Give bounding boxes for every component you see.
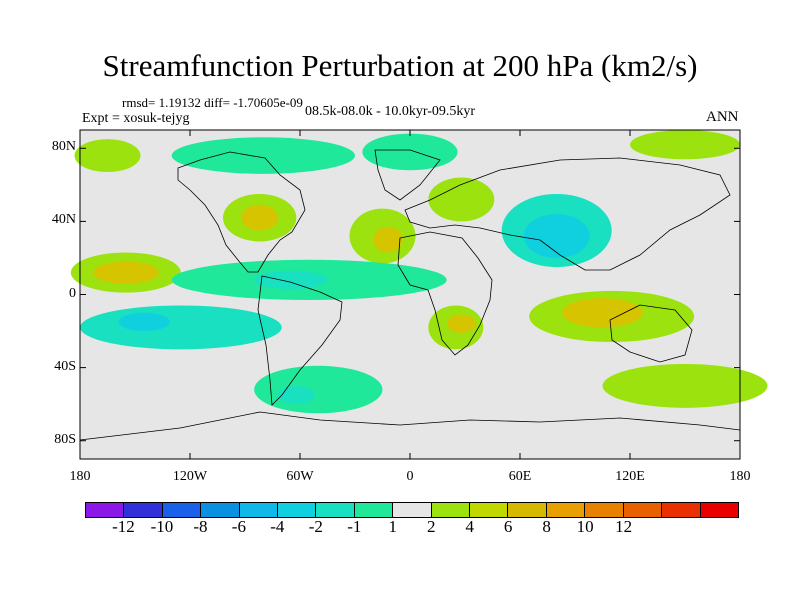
colorbar-swatch: [278, 503, 317, 517]
season-label: ANN: [706, 109, 739, 125]
anomaly-tropical-pacific-core: [92, 261, 159, 284]
colorbar-label: -2: [308, 517, 323, 536]
y-tick-label: 80N: [51, 139, 76, 155]
anomaly-greenland-negative: [362, 133, 458, 171]
colorbar-swatch: [86, 503, 125, 517]
colorbar-label: -8: [193, 517, 208, 536]
x-tick-label: 0: [406, 469, 414, 484]
x-tick-label: 120E: [615, 469, 645, 484]
anomaly-south-pacific-core: [118, 312, 170, 332]
colorbar-label: 12: [615, 517, 633, 536]
x-tick-label: 180: [729, 469, 751, 484]
colorbar-label: 10: [576, 517, 594, 536]
europe-asia-outline: [404, 157, 731, 271]
x-tick-label: 120W: [172, 469, 208, 484]
colorbar-swatch: [431, 503, 471, 517]
x-tick-label: 60W: [286, 469, 314, 484]
anomaly-central-asia-core: [523, 214, 590, 258]
colorbar-swatch: [201, 503, 240, 517]
period-label: 08.5k-08.0k - 10.0kyr-09.5kyr: [305, 104, 476, 119]
stats-text: rmsd= 1.19132 diff= -1.70605e-09: [122, 95, 303, 110]
coastlines: [79, 149, 741, 441]
anomaly-north-africa-core: [373, 226, 403, 253]
colorbar-swatch: [354, 503, 394, 517]
greenland-outline: [374, 149, 441, 201]
colorbar-swatch: [546, 503, 586, 517]
colorbar-label: -12: [112, 517, 135, 536]
colorbar-label: -4: [270, 517, 285, 536]
colorbar-swatch: [508, 503, 547, 517]
y-tick-label: 40S: [54, 358, 76, 374]
colorbar-swatch: [470, 503, 509, 517]
colorbar-swatch: [316, 503, 355, 517]
x-tick-label: 60E: [508, 469, 532, 484]
colorbar-swatch: [393, 503, 432, 517]
anomaly-ne-pacific-positive: [630, 130, 740, 160]
y-tick-label: 0: [69, 285, 76, 301]
anomaly-south-pacific-negative: [79, 305, 282, 350]
north-america-outline: [177, 151, 306, 273]
colorbar-swatch: [124, 503, 163, 517]
colorbar: [85, 502, 739, 518]
anomaly-southern-africa-core: [446, 314, 477, 333]
colorbar-swatch: [239, 503, 279, 517]
y-tick-label: 80S: [54, 431, 76, 447]
antarctica-outline: [79, 411, 741, 441]
south-america-outline: [257, 275, 343, 406]
anomaly-south-america-negative: [254, 365, 383, 414]
colorbar-label: 4: [465, 517, 474, 536]
x-tick-label: 180: [69, 469, 91, 484]
anomaly-arctic-canada-negative: [171, 137, 355, 174]
colorbar-label: -10: [150, 517, 174, 536]
anomaly-southern-ocean-positive: [602, 363, 768, 408]
plot-title: Streamfunction Perturbation at 200 hPa (…: [102, 48, 698, 83]
experiment-label: Expt = xosuk-tejyg: [82, 111, 190, 126]
africa-outline: [397, 231, 493, 356]
colorbar-label: -6: [231, 517, 246, 536]
anomaly-north-atlantic-dipole-positive: [428, 177, 495, 222]
anomaly-north-pacific-positive: [74, 139, 141, 173]
anomaly-south-america-core: [278, 385, 315, 405]
colorbar-swatch: [585, 503, 624, 517]
y-tick-label: 40N: [51, 212, 76, 228]
colorbar-swatch: [623, 503, 663, 517]
colorbar-label: 1: [388, 517, 398, 536]
australia-outline: [609, 304, 693, 363]
colorbar-label: 8: [542, 517, 551, 536]
colorbar-swatch: [662, 503, 701, 517]
anomaly-eastern-us-core: [241, 204, 278, 231]
colorbar-label: 2: [426, 517, 436, 536]
colorbar-swatch: [700, 503, 738, 517]
colorbar-swatch: [162, 503, 202, 517]
anomaly-tropical-atlantic-core: [254, 270, 328, 290]
colorbar-label: 6: [503, 517, 513, 536]
anomaly-australia-core: [562, 298, 643, 328]
colorbar-label: -1: [347, 517, 362, 536]
